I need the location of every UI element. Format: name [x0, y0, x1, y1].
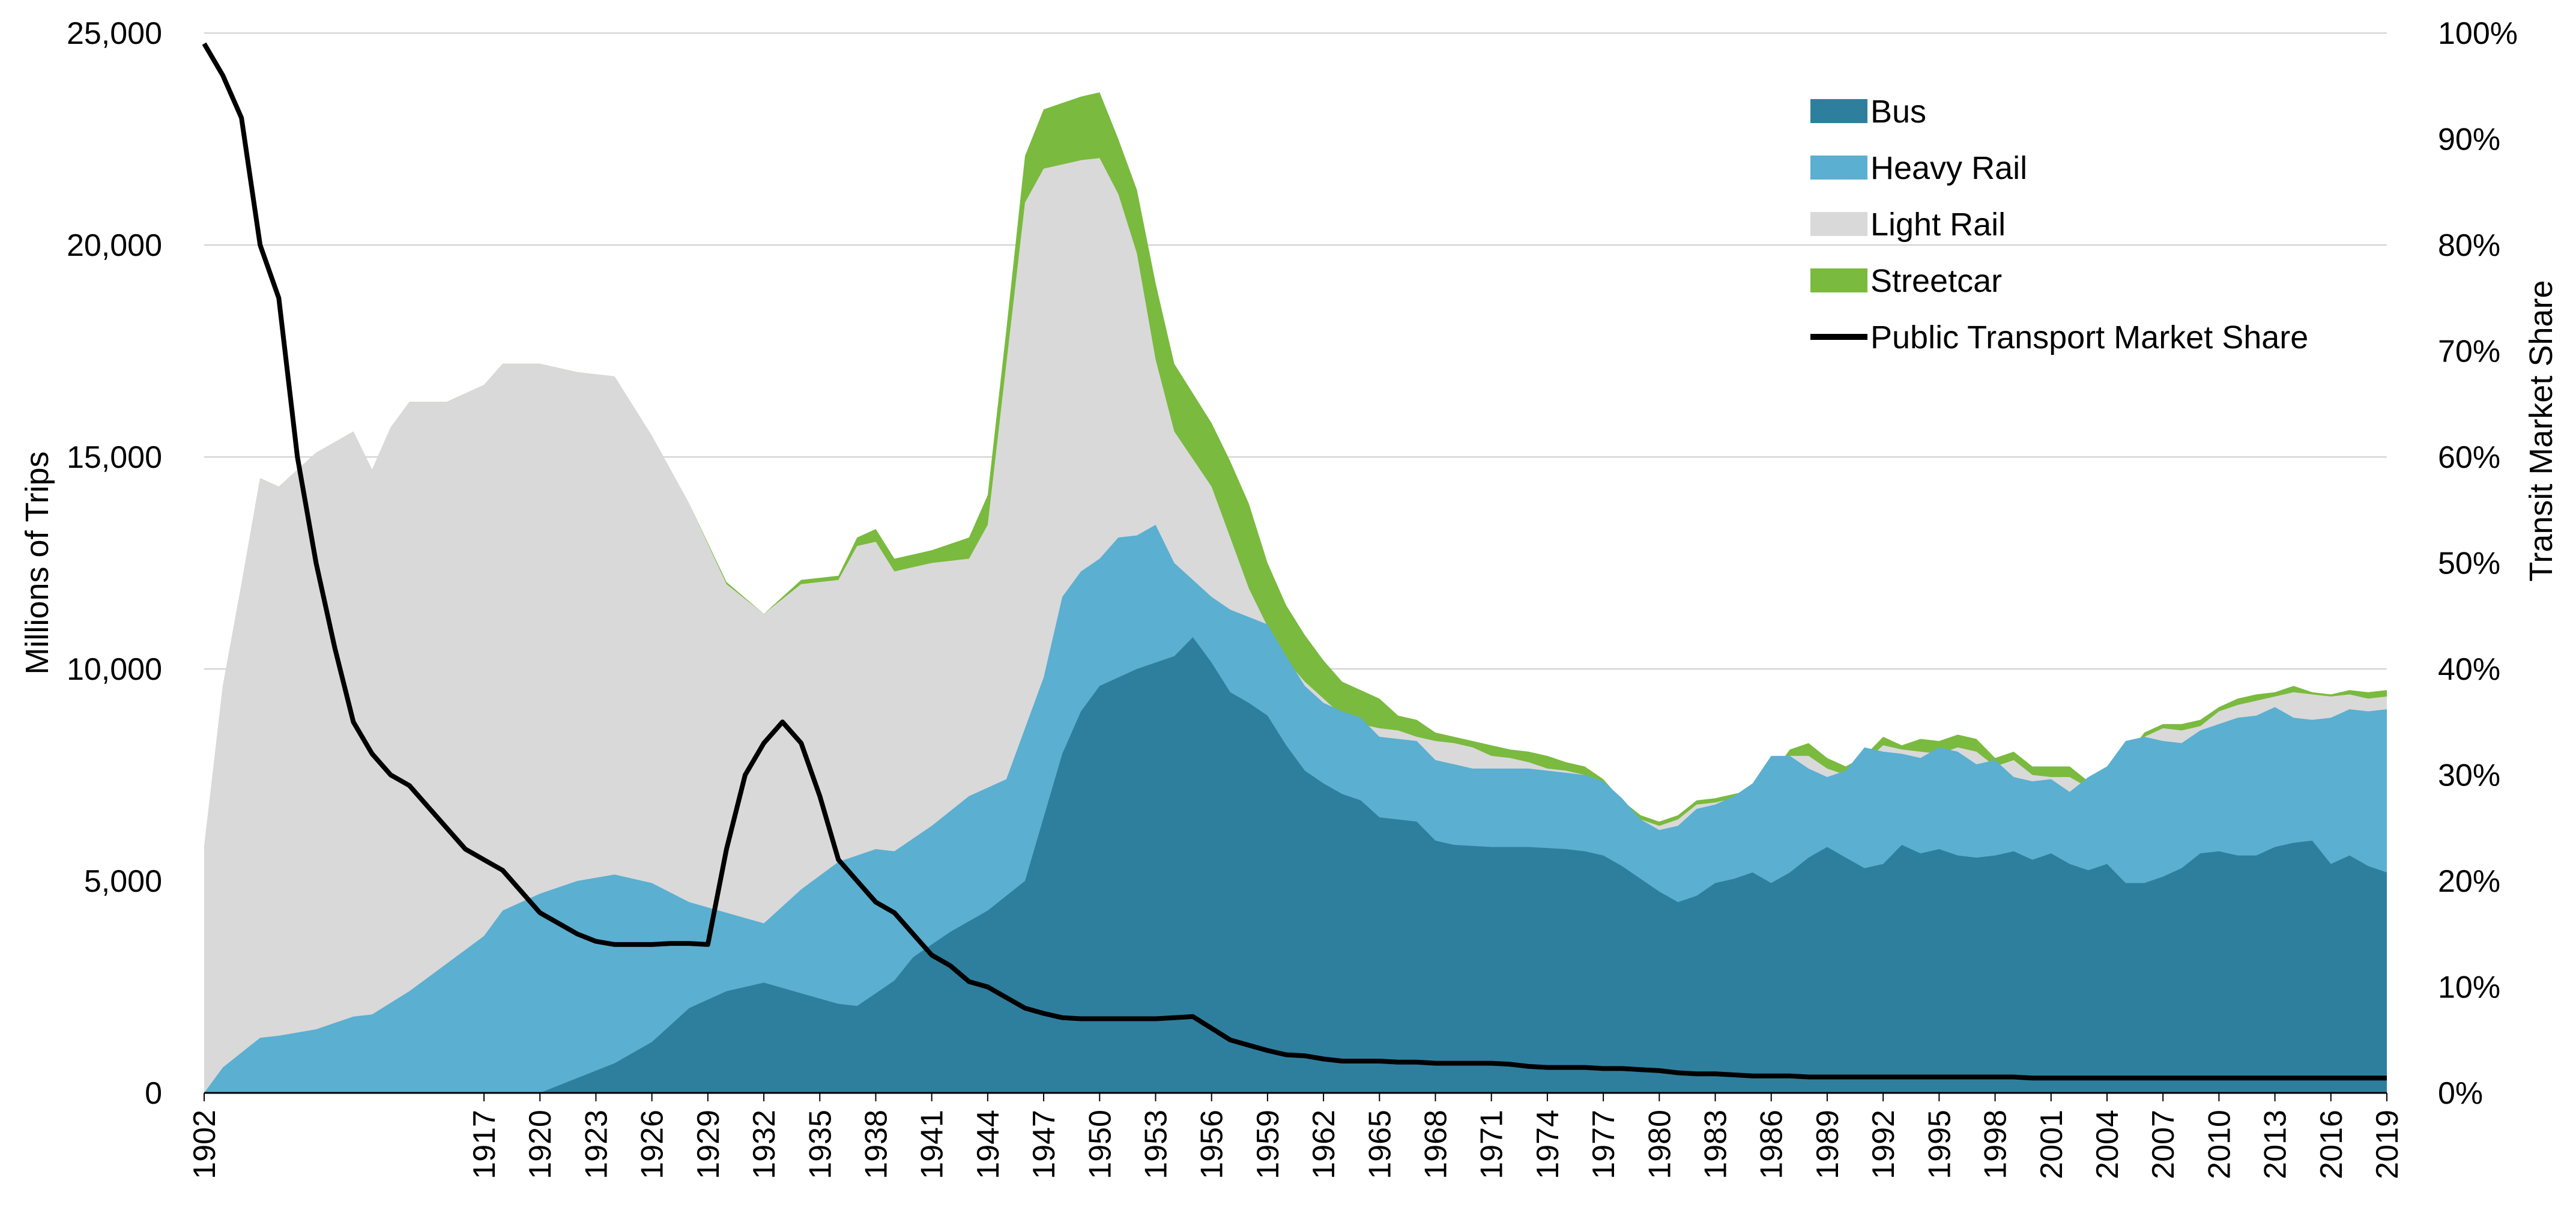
x-tick-label: 2013	[2258, 1110, 2293, 1179]
x-tick-label: 2019	[2370, 1110, 2405, 1179]
y2-tick-label: 10%	[2438, 970, 2500, 1005]
x-tick-label: 2007	[2146, 1110, 2181, 1179]
x-tick-label: 1941	[915, 1110, 950, 1179]
y-tick-label: 15,000	[67, 440, 162, 475]
legend-label-public-transport-market-share: Public Transport Market Share	[1870, 319, 2308, 355]
x-tick-label: 1959	[1251, 1110, 1286, 1179]
legend: Bus Heavy Rail Light Rail Streetcar Public T…	[1810, 94, 2308, 355]
x-tick-label: 1947	[1027, 1110, 1062, 1179]
x-tick-label: 1950	[1083, 1110, 1117, 1179]
x-tick-label: 1974	[1531, 1110, 1565, 1179]
legend-swatch-light-rail	[1810, 212, 1867, 236]
y-tick-label: 20,000	[67, 228, 162, 263]
x-tick-label: 2016	[2314, 1110, 2349, 1179]
legend-label-heavy-rail: Heavy Rail	[1870, 150, 2027, 186]
x-tick-label: 1977	[1586, 1110, 1621, 1179]
x-tick-label: 2004	[2090, 1110, 2125, 1179]
y2-tick-label: 30%	[2438, 758, 2500, 793]
x-tick-label: 2001	[2034, 1110, 2069, 1179]
legend-label-bus: Bus	[1870, 94, 1926, 130]
x-tick-label: 1944	[971, 1110, 1006, 1179]
y2-tick-label: 100%	[2438, 16, 2518, 51]
x-tick-label: 1986	[1755, 1110, 1789, 1179]
y-tick-label: 25,000	[67, 16, 162, 51]
x-tick-label: 1983	[1699, 1110, 1734, 1179]
x-tick-label: 1980	[1642, 1110, 1677, 1179]
y-tick-label: 5,000	[84, 864, 162, 899]
x-tick-label: 1998	[1979, 1110, 2013, 1179]
x-tick-label: 1917	[467, 1110, 502, 1179]
area-bus	[204, 637, 2387, 1093]
legend-label-light-rail: Light Rail	[1870, 207, 2006, 243]
x-tick-label: 1920	[523, 1110, 558, 1179]
x-tick-label: 1962	[1307, 1110, 1341, 1179]
y2-tick-label: 90%	[2438, 123, 2500, 157]
x-tick-label: 1995	[1922, 1110, 1957, 1179]
y2-tick-label: 70%	[2438, 334, 2500, 369]
x-tick-label: 1965	[1362, 1110, 1397, 1179]
x-tick-label: 1956	[1195, 1110, 1230, 1179]
y2-tick-label: 0%	[2438, 1076, 2483, 1111]
legend-swatch-bus	[1810, 99, 1867, 123]
y-axis-title: Millions of Trips	[19, 451, 55, 674]
market-share-line-layer	[202, 42, 2387, 1081]
x-tick-label: 1923	[579, 1110, 614, 1179]
x-tick-label: 1926	[635, 1110, 670, 1179]
y-tick-label: 0	[145, 1076, 162, 1111]
legend-label-streetcar: Streetcar	[1870, 263, 2002, 299]
x-tick-label: 1968	[1419, 1110, 1454, 1179]
x-tick-label: 1902	[187, 1110, 222, 1179]
line-market-share	[202, 42, 2387, 1081]
x-tick-label: 1938	[859, 1110, 893, 1179]
y2-tick-label: 60%	[2438, 440, 2500, 475]
x-tick-label: 1971	[1475, 1110, 1510, 1179]
legend-swatch-streetcar	[1810, 268, 1867, 292]
y2-tick-label: 50%	[2438, 546, 2500, 581]
y2-tick-label: 80%	[2438, 228, 2500, 263]
x-tick-label: 1935	[803, 1110, 838, 1179]
x-tick-label: 1953	[1138, 1110, 1173, 1179]
y2-tick-label: 40%	[2438, 652, 2500, 687]
y2-tick-label: 20%	[2438, 864, 2500, 899]
legend-swatch-heavy-rail	[1810, 156, 1867, 180]
y-tick-label: 10,000	[67, 652, 162, 687]
stacked-areas	[204, 92, 2387, 1093]
x-tick-label: 1992	[1866, 1110, 1901, 1179]
x-tick-label: 1989	[1810, 1110, 1845, 1179]
axes: Millions of Trips Transit Market Share 0…	[19, 16, 2559, 1179]
secondary-y-axis-title: Transit Market Share	[2523, 280, 2559, 581]
x-tick-label: 1929	[691, 1110, 726, 1179]
x-tick-label: 1932	[747, 1110, 782, 1179]
x-tick-label: 2010	[2202, 1110, 2237, 1179]
